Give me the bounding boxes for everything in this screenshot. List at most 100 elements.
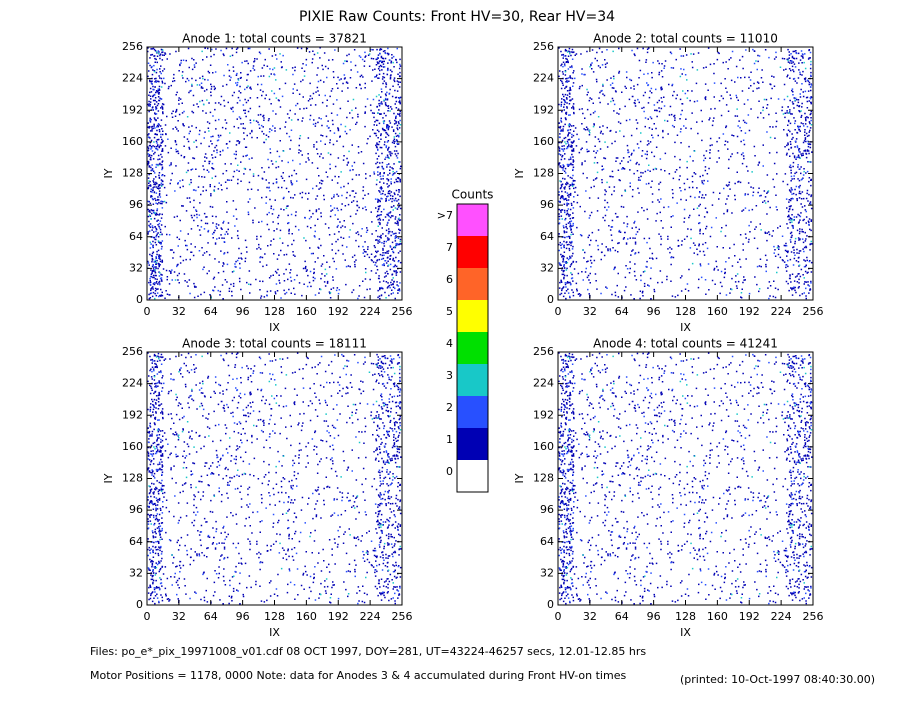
y-tick-label: 256 — [533, 345, 554, 358]
x-tick-label: 128 — [675, 305, 696, 318]
x-tick-label: 192 — [328, 305, 349, 318]
y-tick-label: 224 — [533, 72, 554, 85]
y-tick-label: 32 — [540, 261, 554, 274]
x-tick-label: 224 — [360, 610, 381, 623]
y-axis-label: IY — [513, 168, 526, 178]
colorbar-swatch — [457, 428, 488, 460]
y-tick-label: 256 — [122, 40, 143, 53]
footer-printed: (printed: 10-Oct-1997 08:40:30.00) — [680, 673, 875, 686]
colorbar-label: 5 — [446, 305, 453, 318]
x-tick-label: 0 — [555, 610, 562, 623]
x-tick-label: 256 — [392, 305, 413, 318]
footer-motor: Motor Positions = 1178, 0000 Note: data … — [90, 669, 626, 682]
colorbar-swatch — [457, 396, 488, 428]
x-axis-label: IX — [680, 626, 691, 639]
x-tick-label: 256 — [392, 610, 413, 623]
x-axis-label: IX — [680, 321, 691, 334]
x-tick-label: 128 — [675, 610, 696, 623]
colorbar-label: 7 — [446, 241, 453, 254]
panel-title: Anode 3: total counts = 18111 — [182, 337, 367, 351]
y-tick-label: 192 — [533, 103, 554, 116]
colorbar-label: 3 — [446, 369, 453, 382]
x-tick-label: 128 — [264, 305, 285, 318]
y-tick-label: 224 — [533, 377, 554, 390]
y-tick-label: 32 — [540, 566, 554, 579]
x-tick-label: 256 — [803, 305, 824, 318]
x-tick-label: 32 — [583, 610, 597, 623]
y-tick-label: 128 — [122, 472, 143, 485]
x-tick-label: 224 — [771, 305, 792, 318]
colorbar-swatch — [457, 204, 488, 236]
colorbar-label: 0 — [446, 465, 453, 478]
x-tick-label: 32 — [583, 305, 597, 318]
y-axis-label: IY — [513, 473, 526, 483]
y-axis-label: IY — [102, 168, 115, 178]
y-tick-label: 128 — [122, 167, 143, 180]
colorbar-title: Counts — [452, 188, 494, 202]
y-tick-label: 64 — [129, 230, 143, 243]
y-tick-label: 96 — [129, 503, 143, 516]
x-tick-label: 96 — [236, 305, 250, 318]
colorbar-swatch — [457, 460, 488, 492]
x-tick-label: 32 — [172, 610, 186, 623]
panel-title: Anode 2: total counts = 11010 — [593, 32, 778, 46]
colorbar-swatch — [457, 268, 488, 300]
y-tick-label: 64 — [540, 230, 554, 243]
y-tick-label: 224 — [122, 72, 143, 85]
y-tick-label: 64 — [129, 535, 143, 548]
y-tick-label: 160 — [533, 440, 554, 453]
x-tick-label: 64 — [615, 305, 629, 318]
y-tick-label: 128 — [533, 472, 554, 485]
x-tick-label: 192 — [739, 305, 760, 318]
figure-title: PIXIE Raw Counts: Front HV=30, Rear HV=3… — [299, 9, 615, 25]
panel-title: Anode 1: total counts = 37821 — [182, 32, 367, 46]
colorbar-label: 6 — [446, 273, 453, 286]
colorbar-swatch — [457, 332, 488, 364]
x-tick-label: 224 — [771, 610, 792, 623]
y-tick-label: 192 — [533, 408, 554, 421]
y-tick-label: 0 — [547, 598, 554, 611]
x-tick-label: 64 — [204, 305, 218, 318]
colorbar-frame — [456, 203, 489, 493]
x-tick-label: 224 — [360, 305, 381, 318]
colorbar-swatch — [457, 300, 488, 332]
y-tick-label: 192 — [122, 408, 143, 421]
x-tick-label: 160 — [707, 305, 728, 318]
colorbar-label: >7 — [437, 209, 453, 222]
x-tick-label: 64 — [615, 610, 629, 623]
y-tick-label: 96 — [540, 198, 554, 211]
y-tick-label: 32 — [129, 566, 143, 579]
colorbar-label: 2 — [446, 401, 453, 414]
y-tick-label: 0 — [136, 293, 143, 306]
y-tick-label: 192 — [122, 103, 143, 116]
x-tick-label: 192 — [739, 610, 760, 623]
texture — [558, 48, 813, 300]
x-axis-label: IX — [269, 321, 280, 334]
y-tick-label: 96 — [129, 198, 143, 211]
y-tick-label: 160 — [122, 135, 143, 148]
y-tick-label: 224 — [122, 377, 143, 390]
texture — [558, 353, 813, 605]
texture — [147, 353, 402, 605]
y-tick-label: 256 — [533, 40, 554, 53]
x-tick-label: 96 — [647, 305, 661, 318]
x-tick-label: 32 — [172, 305, 186, 318]
x-tick-label: 0 — [144, 305, 151, 318]
colorbar-label: 1 — [446, 433, 453, 446]
y-axis-label: IY — [102, 473, 115, 483]
x-tick-label: 256 — [803, 610, 824, 623]
x-axis-label: IX — [269, 626, 280, 639]
colorbar-swatch — [457, 364, 488, 396]
y-tick-label: 0 — [547, 293, 554, 306]
x-tick-label: 96 — [647, 610, 661, 623]
y-tick-label: 64 — [540, 535, 554, 548]
y-tick-label: 32 — [129, 261, 143, 274]
panel-title: Anode 4: total counts = 41241 — [593, 337, 778, 351]
x-tick-label: 0 — [555, 305, 562, 318]
y-tick-label: 96 — [540, 503, 554, 516]
y-tick-label: 128 — [533, 167, 554, 180]
y-tick-label: 160 — [122, 440, 143, 453]
x-tick-label: 192 — [328, 610, 349, 623]
footer-files: Files: po_e*_pix_19971008_v01.cdf 08 OCT… — [90, 645, 646, 658]
x-tick-label: 96 — [236, 610, 250, 623]
